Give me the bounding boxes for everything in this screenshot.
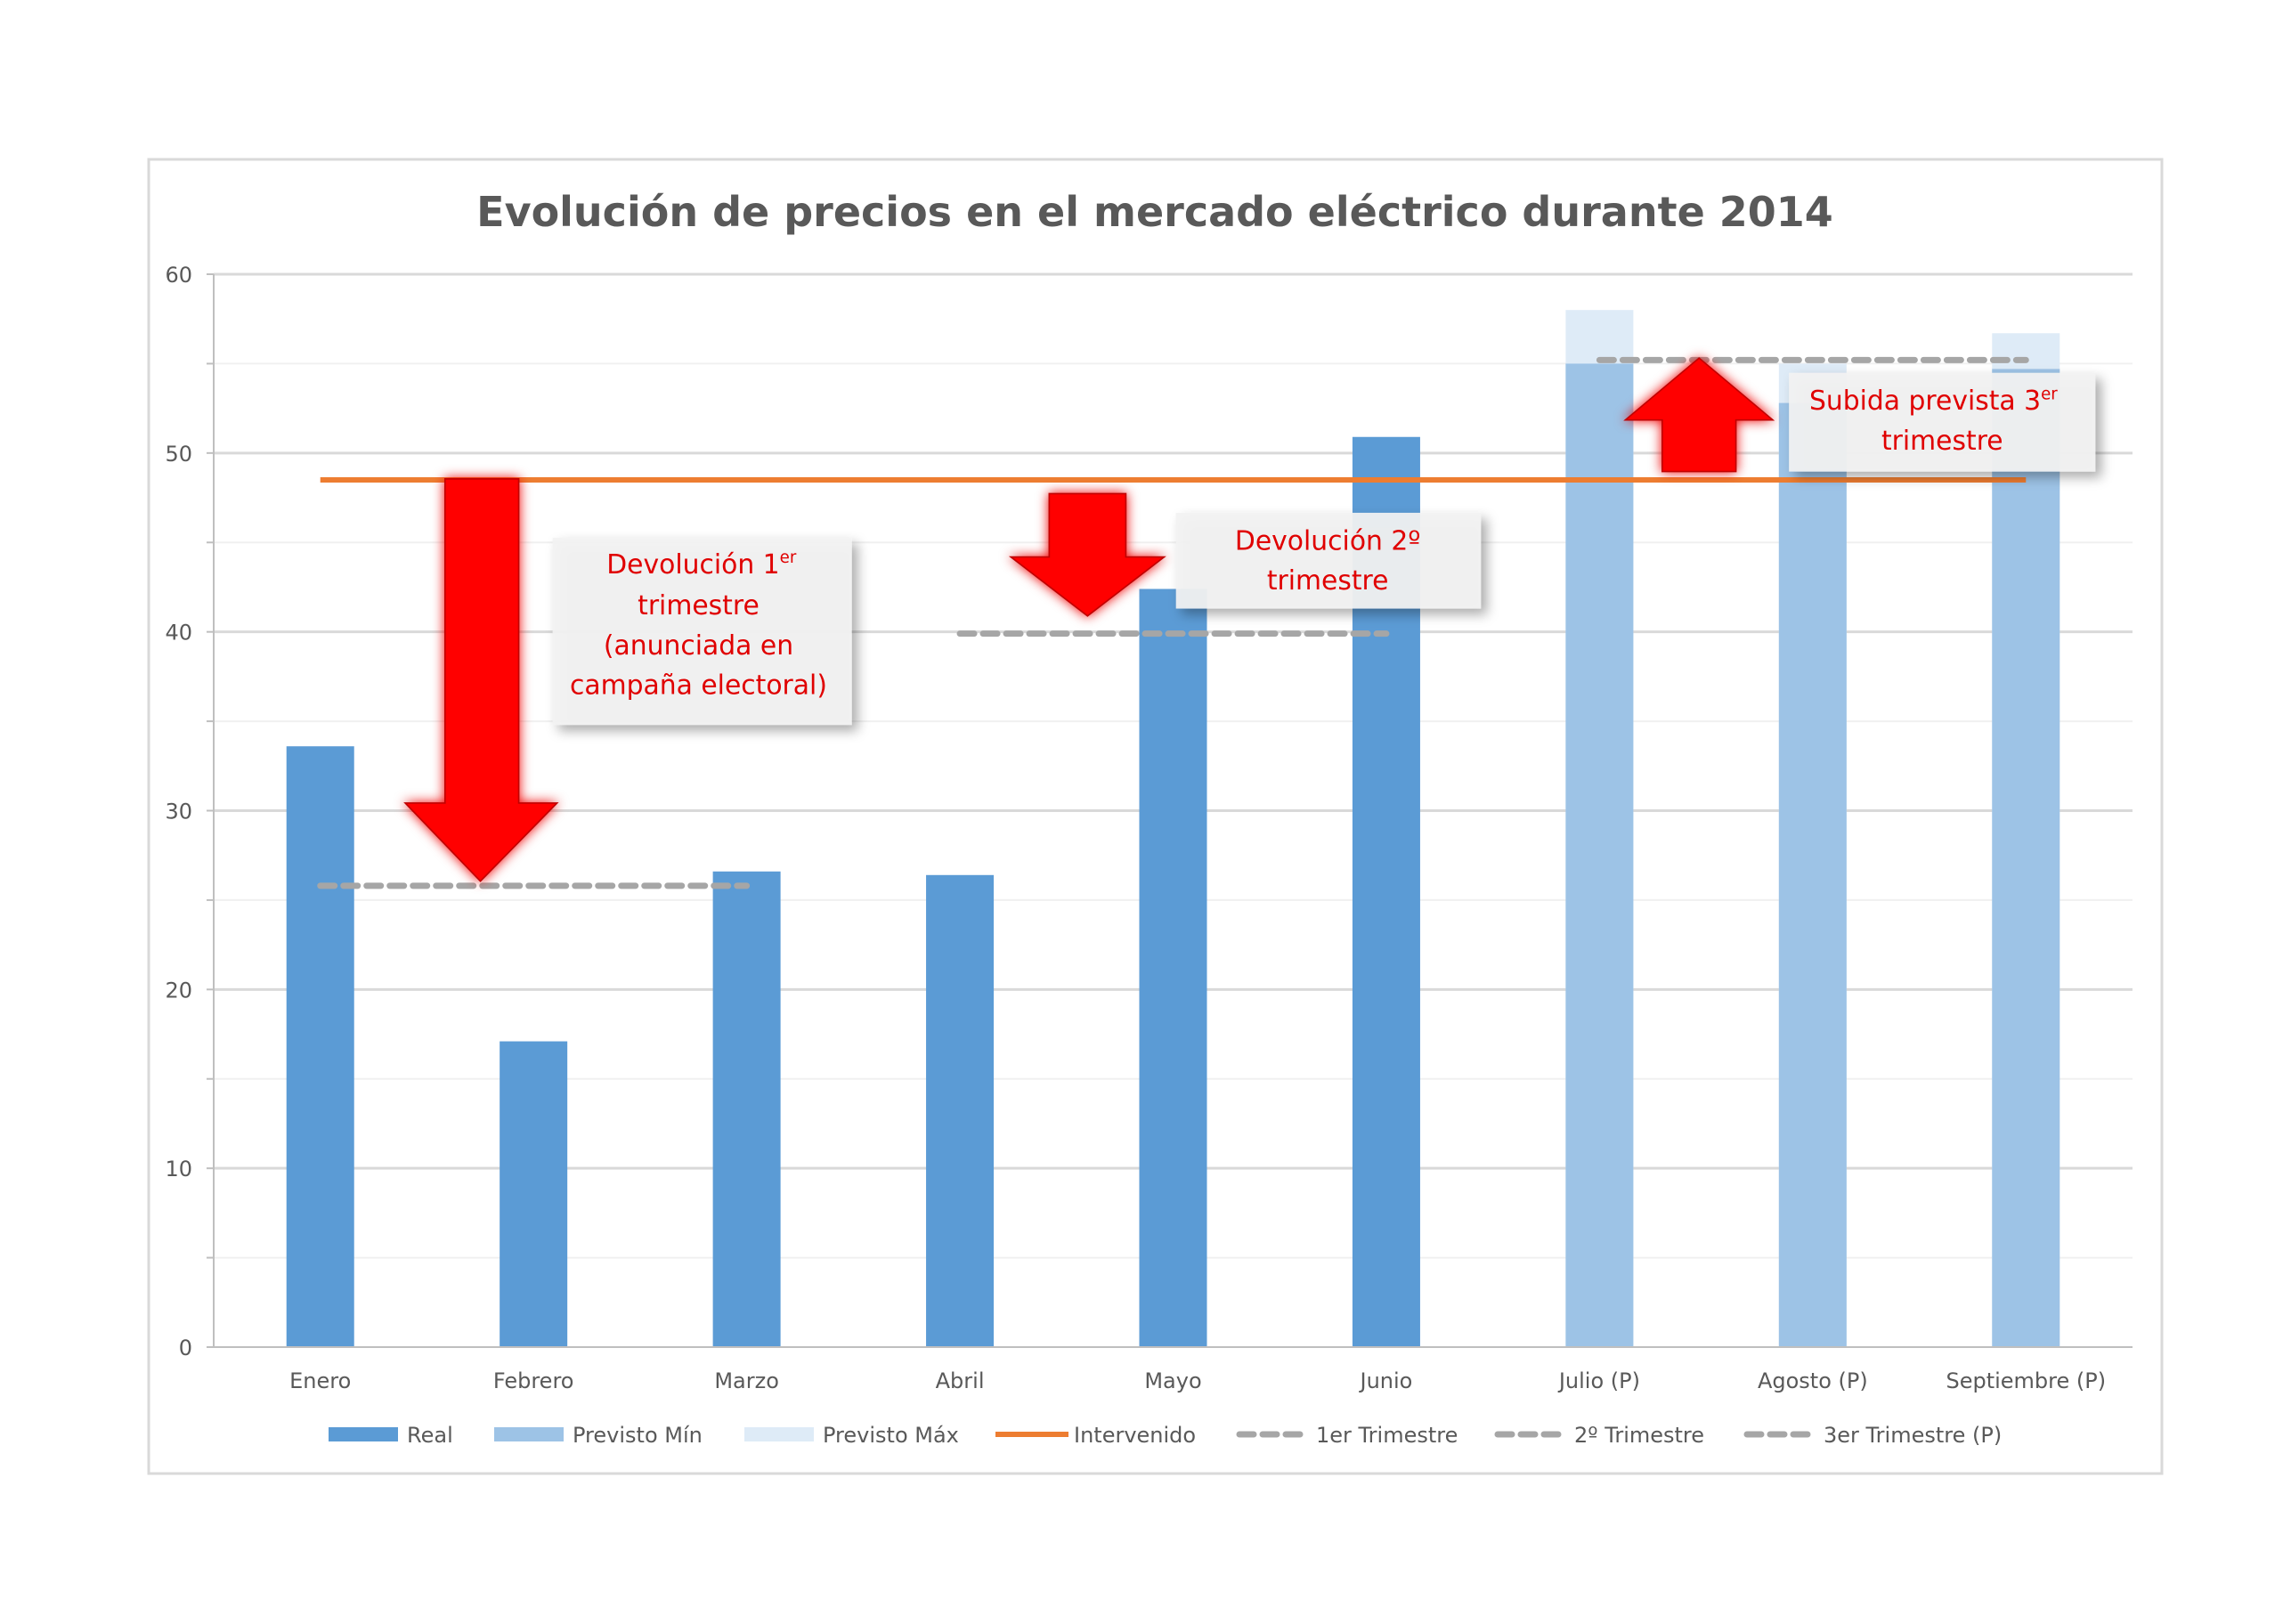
- bar-real: [286, 746, 354, 1347]
- annotation-box-q1: Devolución 1er trimestre (anunciada en c…: [552, 538, 852, 726]
- x-tick-label: Marzo: [714, 1368, 779, 1393]
- svg-text:campaña electoral): campaña electoral): [570, 670, 827, 702]
- bar-real: [1139, 589, 1207, 1347]
- x-tick-label: Junio: [1359, 1368, 1413, 1393]
- legend-label: Real: [407, 1423, 453, 1448]
- x-tick-label: Agosto (P): [1758, 1368, 1868, 1393]
- x-tick-label: Enero: [289, 1368, 351, 1393]
- bar-real: [500, 1041, 568, 1347]
- svg-text:Subida prevista 3er: Subida prevista 3er: [1809, 386, 2058, 418]
- arrow-down-icon: [1008, 492, 1166, 617]
- arrow-down-icon: [403, 478, 559, 882]
- arrow-up-icon: [1623, 357, 1775, 473]
- svg-text:trimestre: trimestre: [1881, 426, 2003, 457]
- legend-swatch: [494, 1427, 564, 1441]
- bar-previsto-m-n: [1565, 363, 1634, 1348]
- annotation-box-q2: Devolución 2º trimestre: [1175, 512, 1482, 609]
- legend-swatch: [744, 1427, 814, 1441]
- y-tick-label: 40: [165, 621, 192, 646]
- chart-title: Evolución de precios en el mercado eléct…: [476, 188, 1833, 236]
- y-tick-label: 20: [165, 978, 192, 1003]
- svg-text:(anunciada en: (anunciada en: [604, 630, 793, 662]
- x-tick-label: Julio (P): [1557, 1368, 1640, 1393]
- bar-previsto-m-n: [1778, 402, 1847, 1348]
- bar-real: [926, 874, 995, 1347]
- y-tick-label: 50: [165, 442, 192, 467]
- annotation-box-q3: Subida prevista 3er trimestre: [1789, 372, 2096, 472]
- legend-label: Previsto Mín: [573, 1423, 703, 1448]
- legend-label: 1er Trimestre: [1316, 1423, 1458, 1448]
- legend-swatch: [329, 1427, 398, 1441]
- legend-label: Intervenido: [1074, 1423, 1196, 1448]
- bar-previsto-m-n: [1992, 369, 2060, 1348]
- svg-text:Devolución 2º: Devolución 2º: [1235, 525, 1420, 556]
- x-tick-label: Septiembre (P): [1946, 1368, 2106, 1393]
- y-tick-label: 60: [165, 263, 192, 288]
- y-tick-label: 30: [165, 800, 192, 824]
- x-tick-label: Febrero: [493, 1368, 574, 1393]
- legend-label: Previsto Máx: [823, 1423, 959, 1448]
- x-tick-label: Mayo: [1144, 1368, 1201, 1393]
- x-tick-label: Abril: [936, 1368, 985, 1393]
- y-tick-label: 0: [179, 1336, 192, 1360]
- bar-real: [712, 871, 781, 1347]
- y-tick-label: 10: [165, 1157, 192, 1181]
- svg-text:trimestre: trimestre: [638, 590, 760, 621]
- svg-text:trimestre: trimestre: [1267, 565, 1389, 597]
- legend-label: 3er Trimestre (P): [1824, 1423, 2002, 1448]
- legend-label: 2º Trimestre: [1574, 1423, 1704, 1448]
- svg-text:Devolución 1er: Devolución 1er: [606, 548, 797, 581]
